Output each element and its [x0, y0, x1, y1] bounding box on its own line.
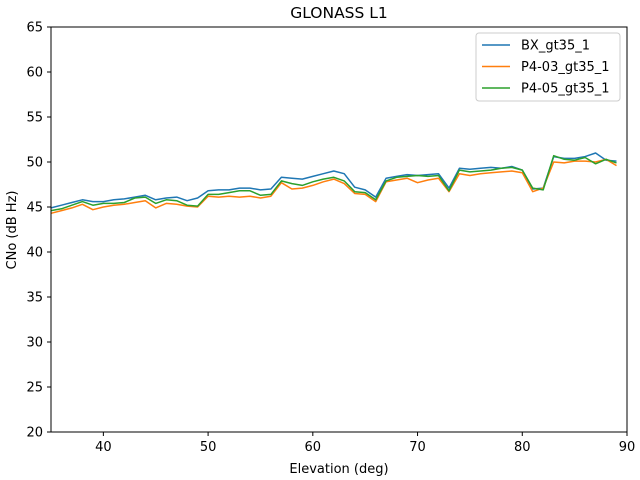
y-tick-label: 30: [26, 336, 43, 351]
y-axis: 20 25 30 35 40 45 50 55 60 65: [26, 21, 51, 441]
legend: BX_gt35_1 P4-03_gt35_1 P4-05_gt35_1: [475, 32, 621, 102]
y-tick-label: 60: [26, 66, 43, 81]
y-tick-label: 55: [26, 111, 43, 126]
legend-label-3: P4-05_gt35_1: [521, 82, 610, 97]
series-lines: [50, 152, 617, 215]
y-tick-label: 45: [26, 201, 43, 216]
y-tick-label: 65: [26, 21, 43, 36]
x-tick-label: 40: [95, 440, 112, 455]
x-tick-label: 50: [200, 440, 217, 455]
legend-box: [475, 32, 621, 102]
series-line-3: [50, 154, 617, 212]
y-axis-label: CNo (dB Hz): [5, 191, 20, 270]
x-axis: 40 50 60 70 80 90: [95, 432, 635, 455]
y-tick-label: 50: [26, 156, 43, 171]
x-tick-label: 80: [514, 440, 531, 455]
chart-title: GLONASS L1: [290, 4, 388, 22]
y-tick-label: 25: [26, 381, 43, 396]
legend-label-2: P4-03_gt35_1: [521, 60, 610, 75]
x-tick-label: 90: [619, 440, 636, 455]
x-axis-label: Elevation (deg): [289, 462, 388, 477]
x-tick-label: 60: [305, 440, 322, 455]
x-tick-label: 70: [409, 440, 426, 455]
series-line-2: [50, 158, 617, 215]
y-tick-label: 40: [26, 246, 43, 261]
y-tick-label: 35: [26, 291, 43, 306]
axes-frame: [50, 26, 628, 433]
legend-label-1: BX_gt35_1: [521, 39, 590, 54]
y-tick-label: 20: [26, 426, 43, 441]
